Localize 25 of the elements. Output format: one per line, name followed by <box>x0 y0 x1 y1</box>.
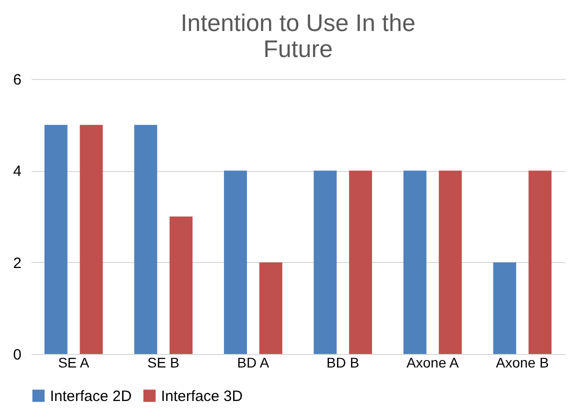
bar <box>438 170 462 354</box>
chart-title: Intention to Use In the Future <box>180 10 416 63</box>
x-tick-label: BD A <box>237 354 270 370</box>
bar <box>493 262 516 354</box>
bar <box>349 170 372 354</box>
y-tick-label: 4 <box>13 163 22 180</box>
x-tick-label: BD B <box>326 354 360 370</box>
x-tick-label: Axone B <box>496 354 549 370</box>
bar <box>170 216 193 354</box>
bar <box>314 170 337 354</box>
bar <box>528 170 552 354</box>
y-tick-label: 6 <box>13 72 22 88</box>
bar <box>403 170 426 354</box>
x-tick-label: SE A <box>58 354 90 370</box>
y-tick-label: 2 <box>13 254 22 272</box>
x-tick-label: Axone A <box>406 354 460 370</box>
bar <box>44 124 68 354</box>
bar <box>80 124 103 354</box>
y-tick-label: 0 <box>13 346 22 364</box>
bar <box>259 262 282 354</box>
legend-label: Interface 3D <box>161 388 243 405</box>
x-tick-label: SE B <box>147 354 180 370</box>
bar <box>224 170 247 354</box>
legend-label: Interface 2D <box>50 388 132 405</box>
bar <box>134 124 158 354</box>
